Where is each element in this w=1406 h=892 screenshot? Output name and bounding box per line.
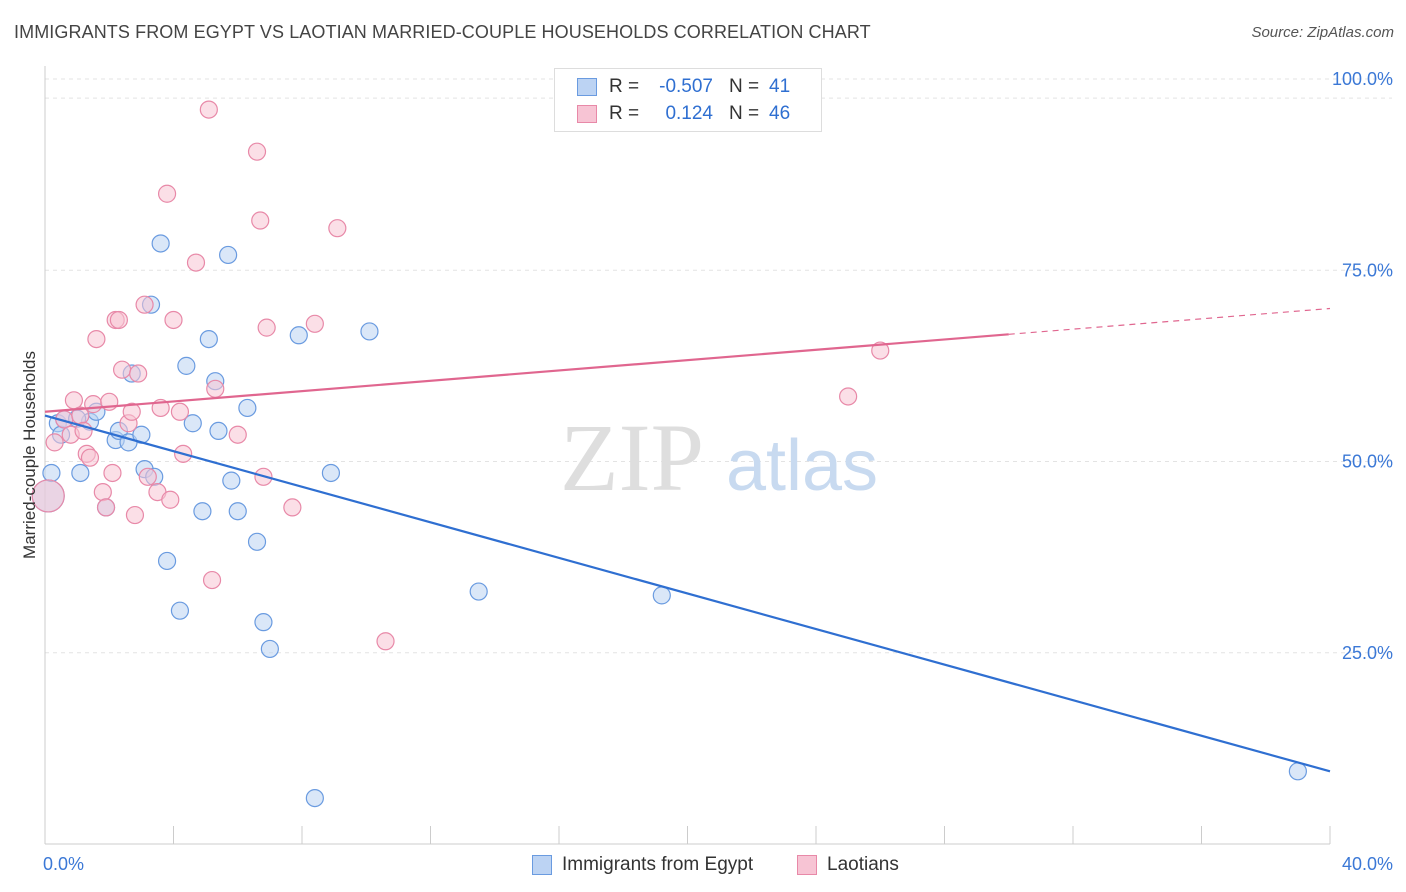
laotians-point xyxy=(80,448,100,467)
laotians-point xyxy=(122,402,141,421)
egypt-point xyxy=(228,502,247,521)
egypt-point xyxy=(151,234,170,253)
laotians-point xyxy=(31,479,65,513)
laotians-point xyxy=(112,360,132,379)
egypt-point xyxy=(177,356,196,375)
laotians-point xyxy=(125,505,145,525)
laotians-point xyxy=(157,184,177,203)
y-tick-label: 100.0% xyxy=(1332,69,1393,89)
legend-swatch-egypt xyxy=(532,855,552,875)
y-tick-label: 50.0% xyxy=(1342,452,1393,472)
laotians-point xyxy=(202,570,222,590)
laotians-point xyxy=(871,341,890,360)
laotians-trend-line-dashed xyxy=(1008,307,1331,335)
laotians-point xyxy=(45,433,64,452)
egypt-point xyxy=(183,414,202,433)
egypt-point xyxy=(157,551,177,571)
stats-box: R = -0.507 N = 41 R = 0.124 N = 46 xyxy=(554,68,822,132)
watermark-zip: ZIP xyxy=(560,404,704,511)
r-value: 0.124 xyxy=(665,103,713,124)
stats-swatch-laotians xyxy=(577,105,597,123)
egypt-trend-line xyxy=(44,414,1331,773)
laotians-point xyxy=(93,483,112,502)
laotians-point xyxy=(251,211,270,230)
egypt-point xyxy=(71,463,90,483)
egypt-point xyxy=(42,463,61,483)
egypt-point xyxy=(219,245,238,265)
egypt-point xyxy=(209,421,228,440)
laotians-point xyxy=(257,318,276,337)
laotians-point xyxy=(199,100,218,119)
laotians-point xyxy=(138,467,157,486)
chart-title: IMMIGRANTS FROM EGYPT VS LAOTIAN MARRIED… xyxy=(14,22,871,42)
legend-item-laotians[interactable]: Laotians xyxy=(797,852,899,878)
egypt-point xyxy=(289,326,308,345)
egypt-point xyxy=(305,788,324,808)
legend-label-laotians: Laotians xyxy=(827,854,899,875)
laotians-point xyxy=(96,498,116,517)
laotians-point xyxy=(206,379,225,398)
tick-labels: 100.0% 75.0% 50.0% 25.0% 0.0% 40.0% xyxy=(43,69,1393,874)
laotians-point xyxy=(186,253,206,272)
laotians-point xyxy=(161,490,180,509)
laotians-point xyxy=(328,219,347,238)
stats-swatch-egypt xyxy=(577,78,597,96)
r-label: R = xyxy=(609,76,640,97)
laotians-point xyxy=(839,387,858,406)
egypt-point xyxy=(1288,762,1307,781)
egypt-point xyxy=(222,471,241,490)
n-value: 41 xyxy=(769,76,791,97)
r-value: -0.507 xyxy=(659,76,713,97)
egypt-point xyxy=(360,322,379,341)
trend-lines xyxy=(44,307,1331,773)
laotians-trend-line xyxy=(44,333,1009,413)
y-axis-label: Married-couple Households xyxy=(20,351,39,559)
n-label: N = xyxy=(729,103,760,124)
laotians-point xyxy=(228,425,247,444)
laotians-point xyxy=(170,402,190,421)
laotians-point xyxy=(103,463,122,483)
egypt-point xyxy=(260,639,279,659)
n-value: 46 xyxy=(769,103,791,124)
y-tick-label: 75.0% xyxy=(1342,260,1393,280)
egypt-point xyxy=(247,532,267,551)
egypt-point xyxy=(170,601,190,620)
laotians-point xyxy=(84,395,103,414)
x-tick-label: 40.0% xyxy=(1342,854,1393,874)
laotians-point xyxy=(135,295,154,314)
legend-item-egypt[interactable]: Immigrants from Egypt xyxy=(532,852,753,878)
laotians-point xyxy=(283,498,302,517)
egypt-point xyxy=(238,398,257,418)
laotians-point xyxy=(109,310,128,330)
legend-label-egypt: Immigrants from Egypt xyxy=(562,854,754,875)
laotians-point xyxy=(305,314,324,333)
laotians-point xyxy=(129,364,148,383)
egypt-point xyxy=(254,613,273,632)
x-tick-label: 0.0% xyxy=(43,854,84,874)
egypt-point xyxy=(652,586,671,605)
axes xyxy=(44,66,1331,845)
egypt-point xyxy=(199,330,218,349)
source-label: Source: ZipAtlas.com xyxy=(1251,24,1394,41)
y-tick-label: 25.0% xyxy=(1342,643,1393,663)
n-label: N = xyxy=(729,76,760,97)
r-label: R = xyxy=(609,103,640,124)
laotians-point xyxy=(87,330,106,349)
egypt-point xyxy=(193,502,212,521)
legend-swatch-laotians xyxy=(797,855,817,875)
grid-lines xyxy=(45,78,1392,654)
stats-row-egypt: R = -0.507 N = 41 xyxy=(577,75,790,99)
laotians-point xyxy=(164,310,183,330)
watermark: ZIP atlas xyxy=(560,404,878,511)
laotians-point xyxy=(247,142,267,161)
egypt-point xyxy=(321,463,341,483)
watermark-atlas: atlas xyxy=(726,426,878,506)
stats-row-laotians: R = 0.124 N = 46 xyxy=(577,102,790,126)
laotians-point xyxy=(64,391,84,410)
laotians-point xyxy=(376,632,395,651)
egypt-point xyxy=(469,582,488,601)
